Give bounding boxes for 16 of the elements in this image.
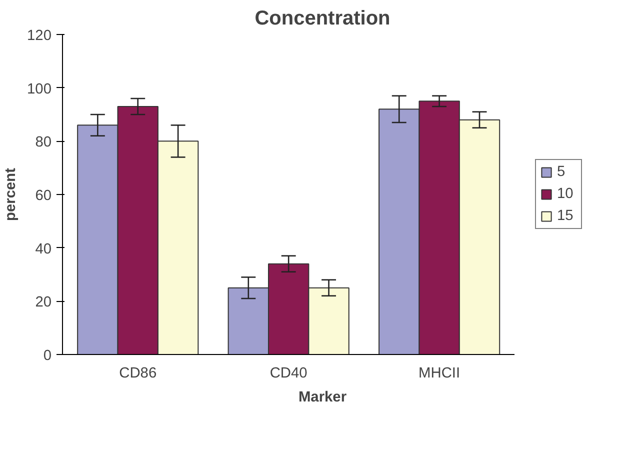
x-tick-label: CD86 <box>119 366 157 382</box>
legend-label: 5 <box>557 164 566 180</box>
y-tick-label: 20 <box>35 294 52 311</box>
x-tick-label: CD40 <box>270 366 308 382</box>
chart-title: Concentration <box>254 8 390 30</box>
y-tick-label: 0 <box>43 348 52 364</box>
x-tick-label: MHCII <box>418 366 460 382</box>
y-tick-label: 40 <box>35 241 52 258</box>
y-axis-title: percent <box>3 168 20 221</box>
y-tick-label: 120 <box>27 28 52 44</box>
y-tick-label: 60 <box>35 188 52 204</box>
y-tick-label: 80 <box>35 134 52 151</box>
x-axis-title: Marker <box>298 390 347 406</box>
legend-label: 10 <box>557 186 574 202</box>
legend-label: 15 <box>557 208 574 224</box>
y-tick-label: 100 <box>27 81 52 98</box>
